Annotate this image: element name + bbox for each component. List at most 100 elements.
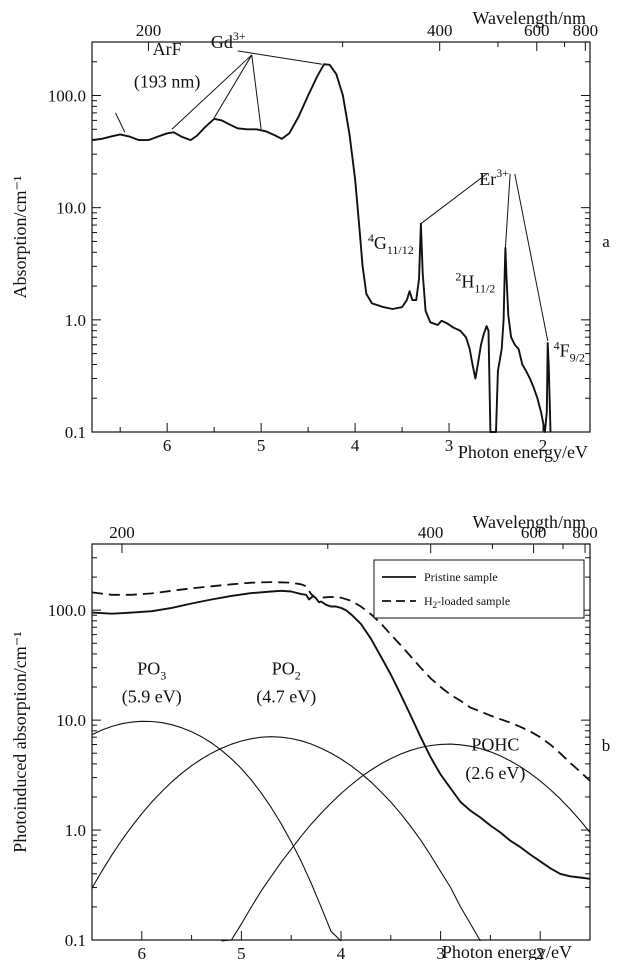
leader-line-a-7 bbox=[514, 173, 549, 341]
annotation-sup: 3+ bbox=[233, 29, 246, 43]
annotation-b-1: (5.9 eV) bbox=[122, 686, 182, 707]
annotation-sub: 11/2 bbox=[474, 281, 495, 295]
annotation-sup: 3+ bbox=[496, 166, 509, 180]
x-tick-label-a-1: 5 bbox=[257, 436, 266, 455]
x-tick-label-b-3: 3 bbox=[436, 944, 445, 960]
legend-h2-suffix: -loaded sample bbox=[437, 594, 510, 608]
legend-box bbox=[373, 559, 585, 619]
tick-layer-b: 6 5 4 3 2 200 400 600 800 0.1 1.0 10.0 100.0 bbox=[48, 523, 598, 960]
x-tick-label-b-2: 4 bbox=[337, 944, 346, 960]
annotation-pre: 4 bbox=[368, 231, 374, 245]
annotation-main: H bbox=[461, 271, 474, 291]
annotation-b-4: POHC bbox=[471, 734, 519, 754]
annotation-sub: 9/2 bbox=[570, 351, 585, 365]
top-tick-label-b-2: 600 bbox=[521, 523, 547, 542]
panel-a: 6 5 4 3 2 200 400 600 800 0.1 1.0 10.0 100.0 ArF (193… bbox=[10, 8, 610, 462]
x-axis-label-a: Photon energy/eV bbox=[458, 442, 588, 462]
series-line-b-3 bbox=[91, 736, 481, 942]
plot-frame-a bbox=[91, 41, 591, 433]
y-tick-label-a-0: 0.1 bbox=[65, 423, 86, 442]
x-tick-label-a-3: 3 bbox=[445, 436, 454, 455]
x-tick-label-a-4: 2 bbox=[539, 436, 548, 455]
y-axis-label-b: Photoinduced absorption/cm⁻¹ bbox=[10, 631, 30, 852]
series-line-b-0 bbox=[91, 589, 591, 880]
x-tick-label-a-2: 4 bbox=[351, 436, 360, 455]
annotation-b-2: PO2 bbox=[272, 659, 301, 683]
panel-letter-b: b bbox=[602, 736, 611, 755]
top-axis-label-b: Wavelength/nm bbox=[472, 512, 586, 532]
leader-line-a-3 bbox=[251, 54, 262, 130]
annotation-pre: 2 bbox=[455, 269, 461, 283]
series-line-b-1 bbox=[91, 581, 591, 782]
legend-h2-sub: 2 bbox=[433, 600, 438, 610]
legend-label-pristine: Pristine sample bbox=[424, 570, 498, 584]
x-axis-label-b: Photon energy/eV bbox=[442, 942, 572, 960]
annotation-main: ArF bbox=[153, 39, 182, 59]
annotation-main: G bbox=[374, 233, 387, 253]
annotation-b-5: (2.6 eV) bbox=[465, 763, 525, 784]
legend: Pristine sample H2-loaded sample bbox=[373, 559, 585, 619]
annotation-main: PO bbox=[272, 659, 295, 679]
y-tick-label-a-2: 10.0 bbox=[56, 199, 86, 218]
curve-layer-a bbox=[91, 63, 552, 433]
top-tick-label-b-0: 200 bbox=[109, 523, 135, 542]
series-line-b-4 bbox=[221, 743, 591, 942]
annotation-b-3: (4.7 eV) bbox=[256, 686, 316, 707]
y-tick-label-b-1: 1.0 bbox=[65, 821, 86, 840]
annotation-sub: 3 bbox=[160, 669, 166, 683]
annotation-main: Er bbox=[479, 169, 496, 189]
annotation-main: (193 nm) bbox=[134, 71, 201, 92]
top-tick-label-b-1: 400 bbox=[418, 523, 444, 542]
leader-line-a-2 bbox=[213, 54, 253, 119]
x-tick-label-b-1: 5 bbox=[237, 944, 246, 960]
y-tick-label-a-1: 1.0 bbox=[65, 311, 86, 330]
leader-line-a-1 bbox=[171, 54, 253, 130]
panel-letter-a: a bbox=[602, 232, 610, 251]
annotation-main: (4.7 eV) bbox=[256, 686, 316, 707]
annotation-a-0: ArF bbox=[153, 39, 182, 59]
y-tick-label-b-0: 0.1 bbox=[65, 931, 86, 950]
series-line-a-0 bbox=[91, 63, 552, 433]
annotation-main: PO bbox=[137, 659, 160, 679]
top-tick-label-b-3: 800 bbox=[572, 523, 598, 542]
annotation-sub: 11/12 bbox=[387, 243, 414, 257]
top-tick-label-a-3: 800 bbox=[573, 21, 599, 40]
series-line-b-2 bbox=[91, 720, 342, 942]
annotation-layer-b: PO3(5.9 eV)PO2(4.7 eV)POHC(2.6 eV) bbox=[122, 659, 526, 785]
x-tick-label-b-4: 2 bbox=[536, 944, 545, 960]
y-axis-label-a: Absorption/cm⁻¹ bbox=[10, 176, 30, 299]
x-tick-label-b-0: 6 bbox=[138, 944, 147, 960]
annotation-pre: 4 bbox=[554, 339, 560, 353]
annotation-main: F bbox=[560, 341, 570, 361]
annotation-main: Gd bbox=[211, 32, 233, 52]
annotation-b-0: PO3 bbox=[137, 659, 166, 683]
annotation-main: (2.6 eV) bbox=[465, 763, 525, 784]
annotation-main: (5.9 eV) bbox=[122, 686, 182, 707]
annotation-a-6: 4F9/2 bbox=[554, 339, 585, 365]
annotation-a-1: (193 nm) bbox=[134, 71, 201, 92]
top-tick-label-a-2: 600 bbox=[524, 21, 550, 40]
leader-line-a-0 bbox=[115, 112, 126, 133]
annotation-a-3: Er3+ bbox=[479, 166, 509, 189]
annotation-main: POHC bbox=[471, 734, 519, 754]
legend-h2-prefix: H bbox=[424, 594, 433, 608]
annotation-a-2: Gd3+ bbox=[211, 29, 246, 52]
legend-label-h2: H2-loaded sample bbox=[424, 594, 510, 610]
annotation-a-4: 4G11/12 bbox=[368, 231, 414, 257]
leader-line-a-4 bbox=[237, 50, 323, 65]
top-axis-label-a: Wavelength/nm bbox=[472, 8, 586, 28]
top-tick-label-a-1: 400 bbox=[427, 21, 453, 40]
y-tick-label-b-2: 10.0 bbox=[56, 711, 86, 730]
tick-layer-a: 6 5 4 3 2 200 400 600 800 0.1 1.0 10.0 100.0 bbox=[48, 21, 598, 455]
leader-layer-a bbox=[115, 50, 549, 341]
curve-layer-b bbox=[91, 581, 591, 942]
annotation-a-5: 2H11/2 bbox=[455, 269, 495, 295]
x-tick-label-a-0: 6 bbox=[163, 436, 172, 455]
top-tick-label-a-0: 200 bbox=[136, 21, 162, 40]
y-tick-label-a-3: 100.0 bbox=[48, 87, 86, 106]
y-tick-label-b-3: 100.0 bbox=[48, 601, 86, 620]
leader-line-a-6 bbox=[504, 173, 511, 248]
